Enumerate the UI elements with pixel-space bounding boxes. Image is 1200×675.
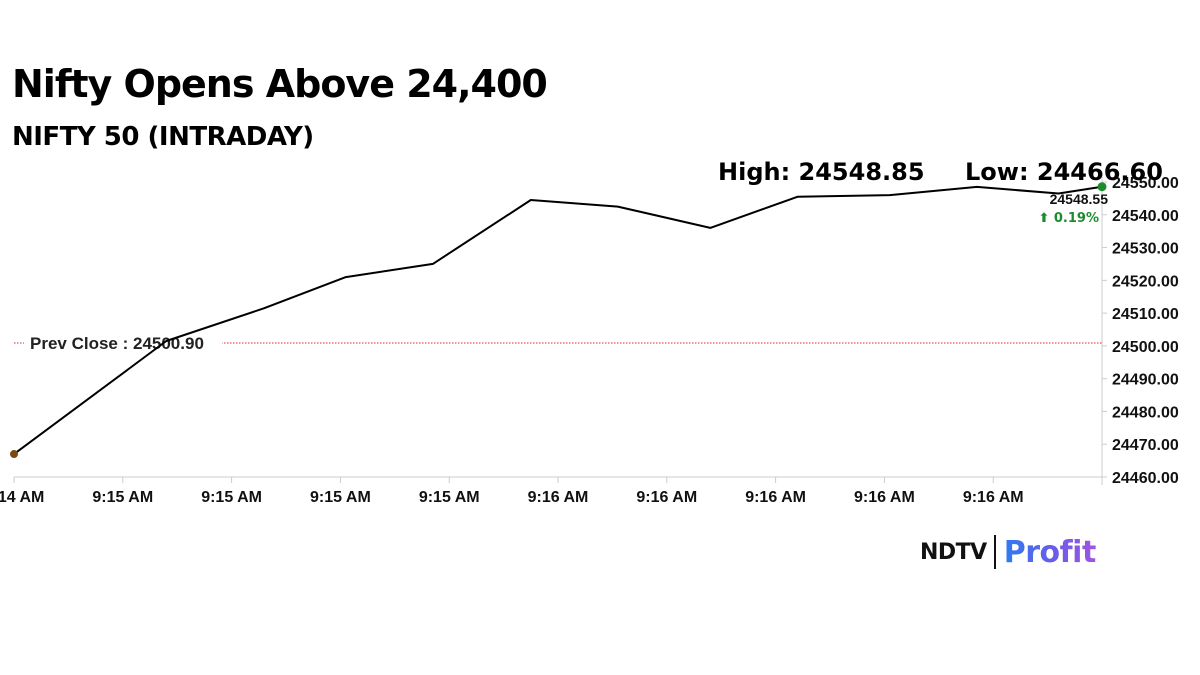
y-tick-label: 24460.00 — [1112, 470, 1179, 487]
logo-profit-text: Profit — [1003, 534, 1097, 570]
logo-divider — [993, 535, 996, 569]
prev-close-label: Prev Close : 24500.90 — [30, 334, 204, 353]
open-point-marker — [10, 450, 18, 459]
y-tick-label: 24500.00 — [1112, 339, 1179, 356]
x-tick-label: 9:15 AM — [419, 489, 480, 506]
day-low-stat: Low: 24466.60 — [965, 158, 1163, 186]
y-tick-label: 24470.00 — [1112, 437, 1179, 454]
ndtv-profit-logo: NDTV Profit — [920, 534, 1096, 570]
x-tick-label: 9:16 AM — [963, 489, 1024, 506]
prev-close-label-bg — [24, 331, 222, 354]
x-tick-label: 9:15 AM — [201, 489, 262, 506]
logo-ndtv-text: NDTV — [920, 539, 987, 565]
y-tick-label: 24520.00 — [1112, 273, 1179, 290]
x-tick-label: 9:16 AM — [636, 489, 697, 506]
x-tick-label: 9:14 AM — [0, 489, 44, 506]
day-high-stat: High: 24548.85 — [718, 158, 925, 186]
x-tick-label: 9:15 AM — [92, 489, 153, 506]
y-tick-label: 24540.00 — [1112, 208, 1179, 225]
last-value-label: 24548.55 — [1050, 191, 1109, 207]
x-tick-label: 9:16 AM — [745, 489, 806, 506]
y-tick-label: 24550.00 — [1112, 175, 1179, 192]
change-percent-label: ⬆ 0.19% — [1038, 211, 1099, 226]
chart-subtitle: NIFTY 50 (INTRADAY) — [12, 122, 314, 152]
y-tick-label: 24490.00 — [1112, 372, 1179, 389]
x-tick-label: 9:16 AM — [528, 489, 589, 506]
headline: Nifty Opens Above 24,400 — [12, 62, 548, 106]
y-tick-label: 24480.00 — [1112, 404, 1179, 421]
nifty-price-line — [13, 185, 1103, 455]
y-tick-label: 24510.00 — [1112, 306, 1179, 323]
x-tick-label: 9:15 AM — [310, 489, 371, 506]
y-tick-label: 24530.00 — [1112, 241, 1179, 258]
x-tick-label: 9:16 AM — [854, 489, 915, 506]
last-point-marker — [1097, 182, 1107, 192]
